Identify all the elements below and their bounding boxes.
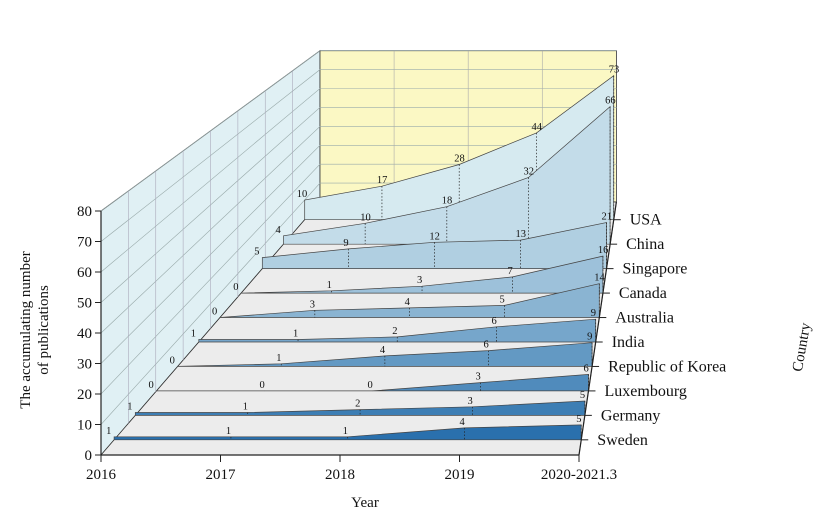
data-label: 14 <box>594 273 605 284</box>
y-tick-label: 50 <box>77 296 92 312</box>
country-label: China <box>626 236 664 253</box>
country-label: Sweden <box>597 432 648 449</box>
data-label: 3 <box>476 372 481 383</box>
data-label: 73 <box>609 65 620 76</box>
country-label: Luxembourg <box>605 383 687 400</box>
data-label: 5 <box>254 247 259 258</box>
y-axis-label: The accumulating number <box>18 251 34 408</box>
data-label: 1 <box>293 329 298 340</box>
grid-line-y <box>100 126 617 334</box>
data-label: 2 <box>392 326 397 337</box>
series-sweden: 1 1 1 4 5 Sweden <box>106 414 648 449</box>
data-label: 1 <box>276 353 281 364</box>
y-tick-label: 60 <box>77 265 92 281</box>
data-label: 28 <box>454 154 465 165</box>
data-label: 9 <box>343 238 348 249</box>
data-label: 1 <box>106 426 111 437</box>
data-label: 13 <box>516 229 527 240</box>
data-label: 1 <box>243 402 248 413</box>
series-luxembourg: 0 0 0 3 6 Luxembourg <box>149 363 687 400</box>
country-label: Australia <box>615 310 674 327</box>
data-label: 0 <box>170 355 175 366</box>
x-tick-label: 2018 <box>325 467 355 483</box>
x-axis-label: Year <box>351 495 379 511</box>
data-label: 10 <box>297 189 308 200</box>
data-label: 6 <box>484 340 489 351</box>
x-tick-label: 2016 <box>86 467 117 483</box>
grid-line-y <box>100 50 617 212</box>
data-label: 1 <box>127 402 132 413</box>
y-axis-label-line2: of publications <box>36 285 52 375</box>
data-label: 1 <box>327 280 332 291</box>
data-label: 4 <box>405 297 411 308</box>
country-label: India <box>612 334 645 351</box>
series-singapore: 5 9 12 13 21 Singapore <box>254 212 687 278</box>
data-label: 32 <box>524 167 535 178</box>
series-germany: 1 1 2 3 5 Germany <box>127 390 660 424</box>
grid-line-y <box>100 88 617 273</box>
data-label: 6 <box>492 316 497 327</box>
data-label: 2 <box>355 399 360 410</box>
data-label: 3 <box>468 396 473 407</box>
data-label: 10 <box>360 212 371 223</box>
data-label: 21 <box>602 212 613 223</box>
data-label: 0 <box>233 282 238 293</box>
x-tick-label: 2017 <box>206 467 237 483</box>
z-axis-label: Country <box>790 321 814 373</box>
data-label: 9 <box>587 332 592 343</box>
data-label: 4 <box>276 225 282 236</box>
data-label: 18 <box>442 196 453 207</box>
data-label: 6 <box>584 363 589 374</box>
data-label: 9 <box>591 308 596 319</box>
z-axis-line <box>578 201 617 456</box>
country-label: Germany <box>601 407 661 424</box>
data-label: 5 <box>580 390 585 401</box>
country-label: Canada <box>619 285 667 302</box>
data-label: 3 <box>417 275 422 286</box>
data-label: 0 <box>368 380 373 391</box>
data-label: 3 <box>310 299 315 310</box>
x-tick-label: 2019 <box>445 467 475 483</box>
data-label: 16 <box>598 245 609 256</box>
data-label: 1 <box>226 426 231 437</box>
data-label: 5 <box>500 294 505 305</box>
data-label: 66 <box>605 96 616 107</box>
country-label: Republic of Korea <box>608 358 726 375</box>
data-label: 17 <box>377 175 388 186</box>
y-tick-label: 70 <box>77 235 92 251</box>
grid-line-y <box>100 107 617 303</box>
data-label: 0 <box>149 380 154 391</box>
data-label: 5 <box>576 414 581 425</box>
data-label: 7 <box>508 266 513 277</box>
ribbon-china <box>283 105 611 245</box>
country-label: Singapore <box>623 261 688 278</box>
y-tick-label: 40 <box>77 326 92 342</box>
y-tick-label: 10 <box>77 418 92 434</box>
series-china: 4 10 18 32 66 China <box>276 96 665 254</box>
data-label: 1 <box>191 329 196 340</box>
data-label: 4 <box>380 345 386 356</box>
grid-line-y <box>100 69 617 242</box>
y-tick-label: 30 <box>77 357 92 373</box>
data-label: 0 <box>212 307 217 318</box>
y-tick-label: 0 <box>85 448 93 464</box>
y-tick-label: 80 <box>77 204 92 220</box>
y-tick-label: 20 <box>77 387 92 403</box>
data-label: 44 <box>532 122 543 133</box>
data-label: 12 <box>429 231 440 242</box>
x-tick-label: 2020-2021.3 <box>541 467 617 483</box>
data-label: 1 <box>343 426 348 437</box>
country-label: USA <box>630 212 662 229</box>
data-label: 4 <box>460 417 466 428</box>
data-label: 0 <box>260 380 265 391</box>
